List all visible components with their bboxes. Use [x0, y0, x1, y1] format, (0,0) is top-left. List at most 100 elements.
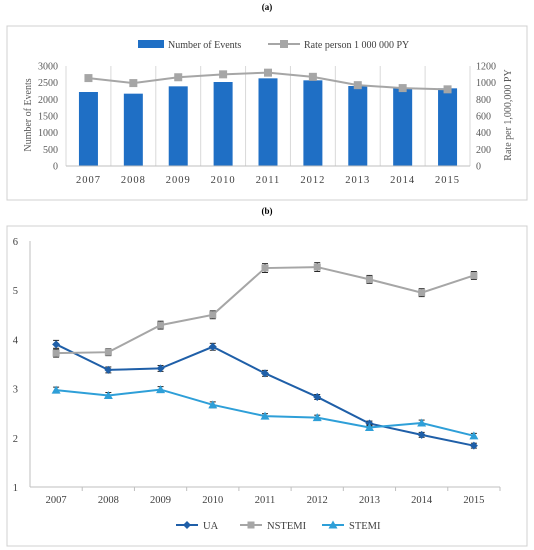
panel-a-rate-marker: [398, 84, 407, 93]
panel-b-legend-label: UA: [203, 521, 219, 532]
panel-a-right-tick-label: 1000: [476, 78, 496, 89]
panel-b-legend-swatch-marker: [328, 520, 338, 529]
panel-b-legend: UA NSTEMI STEMI: [176, 520, 381, 532]
panel-a-y-tick-label: 0: [53, 162, 58, 173]
panel-a-rate-marker: [129, 79, 138, 88]
panel-a-bar: [213, 82, 233, 166]
panel-b-marker-stemi: [469, 431, 479, 440]
panel-a-bar: [258, 78, 278, 166]
panel-b-marker-nstemi: [313, 263, 321, 271]
panel-b-x-tick-label: 2013: [359, 495, 380, 506]
panel-a-x-tick-label: 2012: [300, 175, 325, 186]
panel-b-y-tick-label: 2: [13, 434, 18, 445]
panel-a-bar: [303, 80, 323, 166]
panel-a-right-tick-label: 1200: [476, 62, 496, 73]
panel-b-marker-nstemi: [470, 271, 478, 279]
panel-b-y-tick-label: 6: [13, 237, 18, 248]
panel-a-x-tick-label: 2010: [211, 175, 236, 186]
panel-a-bar: [123, 93, 143, 166]
panel-a-rate-marker: [353, 81, 362, 90]
panel-a-x-tick-label: 2014: [390, 175, 415, 186]
panel-b-axes: 1 2 3 4 5 6 2007 2008 2009 2010 2011 2012 2013 2014 20…: [13, 237, 501, 506]
panel-b-marker-ua: [417, 430, 426, 439]
panel-b-marker-ua: [469, 441, 478, 450]
panel-b-lines: [51, 262, 479, 450]
panel-b-marker-stemi: [208, 400, 218, 409]
panel-b-marker-ua: [313, 392, 322, 401]
panel-b-marker-stemi: [103, 390, 113, 399]
panel-b-series-nstemi: [52, 262, 478, 358]
panel-b-x-tick-label: 2015: [463, 495, 484, 506]
panel-a-rate-marker: [308, 72, 317, 81]
panel-b-marker-ua: [261, 369, 269, 378]
panel-b-legend-label: NSTEMI: [267, 521, 307, 532]
panel-b-marker-nstemi: [52, 349, 60, 357]
panel-b-chart: (b) 1 2 3 4 5 6 2007 2008 2009 2010 2011 2012 2013 20…: [6, 206, 528, 547]
panel-b-legend-label: STEMI: [349, 521, 381, 532]
panel-b-marker-ua: [104, 365, 113, 374]
panel-a-rate-marker: [443, 85, 452, 94]
panel-a-right-tick-label: 200: [476, 145, 491, 156]
panel-a-y-tick-label: 1500: [38, 112, 58, 123]
panel-a-y-tick-label: 2000: [38, 95, 58, 106]
panel-b-marker-nstemi: [104, 348, 112, 356]
panel-a-rate-marker: [174, 73, 183, 82]
panel-a-bar: [393, 88, 413, 166]
panel-b-label: (b): [262, 206, 273, 216]
panel-a-rate-marker: [219, 70, 228, 79]
panel-b-marker-stemi: [364, 422, 374, 431]
panel-b-y-tick-label: 1: [13, 483, 18, 494]
panel-a-right-tick-label: 800: [476, 95, 491, 106]
panel-a-x-tick-label: 2009: [166, 175, 191, 186]
panel-b-y-tick-label: 3: [13, 385, 18, 396]
panel-a-y-tick-label: 1000: [38, 128, 58, 139]
panel-a-x-tick-label: 2015: [435, 175, 460, 186]
panel-a-rate-line: [84, 68, 452, 94]
panel-b-marker-nstemi: [209, 311, 217, 319]
panel-a-frame: [6, 25, 528, 201]
panel-a-label: (a): [262, 2, 273, 12]
panel-a-gridlines: [65, 66, 471, 166]
panel-a-legend-swatch-bar: [138, 40, 164, 48]
panel-b-marker-nstemi: [365, 275, 373, 283]
panel-b-marker-stemi: [156, 385, 166, 394]
panel-b-x-tick-label: 2014: [411, 495, 433, 506]
panel-a-chart: (a) 0 500 1000 1500 2000 2500 3000 0 200 400 600 80…: [6, 2, 528, 201]
panel-a-legend-label: Rate person 1 000 000 PY: [304, 40, 409, 51]
panel-a-bar: [168, 86, 188, 166]
panel-a-rate-marker: [264, 68, 272, 77]
panel-a-bar: [438, 88, 458, 166]
panel-a-bar: [348, 86, 368, 166]
panel-a-x-tick-label: 2008: [121, 175, 146, 186]
panel-a-y-axis-label: Number of Events: [23, 78, 34, 151]
panel-b-frame: [6, 225, 528, 547]
panel-a-y-tick-label: 3000: [38, 62, 58, 73]
panel-a-rate-marker: [84, 74, 93, 83]
panel-a-legend-label: Number of Events: [168, 40, 241, 51]
panel-a-right-tick-label: 600: [476, 112, 491, 123]
panel-b-legend-swatch-marker: [183, 521, 191, 529]
panel-b-line-nstemi: [56, 266, 475, 355]
panel-a-x-tick-label: 2013: [345, 175, 370, 186]
panel-a-x-tick-label: 2011: [256, 175, 281, 186]
panel-b-series-ua: [52, 339, 478, 450]
panel-a-y-tick-label: 2500: [38, 78, 58, 89]
panel-b-marker-stemi: [417, 418, 427, 427]
panel-b-series-stemi: [51, 385, 479, 440]
panel-b-x-tick-label: 2012: [307, 495, 328, 506]
panel-a-legend-swatch-marker: [280, 40, 288, 48]
panel-b-marker-nstemi: [418, 289, 426, 297]
panel-b-x-tick-label: 2010: [202, 495, 223, 506]
panel-b-x-tick-label: 2008: [98, 495, 119, 506]
panel-b-y-tick-label: 5: [13, 286, 18, 297]
panel-b-marker-ua: [156, 364, 165, 373]
panel-b-marker-nstemi: [261, 264, 269, 272]
panel-b-marker-ua: [208, 342, 217, 351]
panel-a-bar: [78, 92, 98, 166]
panel-b-x-tick-label: 2009: [150, 495, 171, 506]
panel-a-right-tick-label: 400: [476, 128, 491, 139]
panel-b-x-tick-label: 2007: [46, 495, 67, 506]
panel-b-x-tick-label: 2011: [255, 495, 276, 506]
panel-b-legend-swatch-marker: [247, 521, 255, 529]
